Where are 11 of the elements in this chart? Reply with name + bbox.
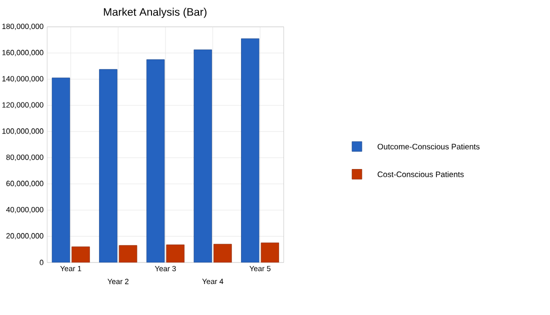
bar (118, 245, 138, 263)
bar (146, 59, 165, 263)
bar (166, 244, 184, 263)
bar (214, 244, 232, 263)
bar (194, 50, 212, 263)
bar (260, 242, 280, 263)
bar (72, 246, 90, 263)
bar (241, 38, 260, 263)
bar (99, 69, 118, 263)
chart-title: Market Analysis (Bar) (104, 8, 206, 18)
bar (52, 78, 70, 263)
